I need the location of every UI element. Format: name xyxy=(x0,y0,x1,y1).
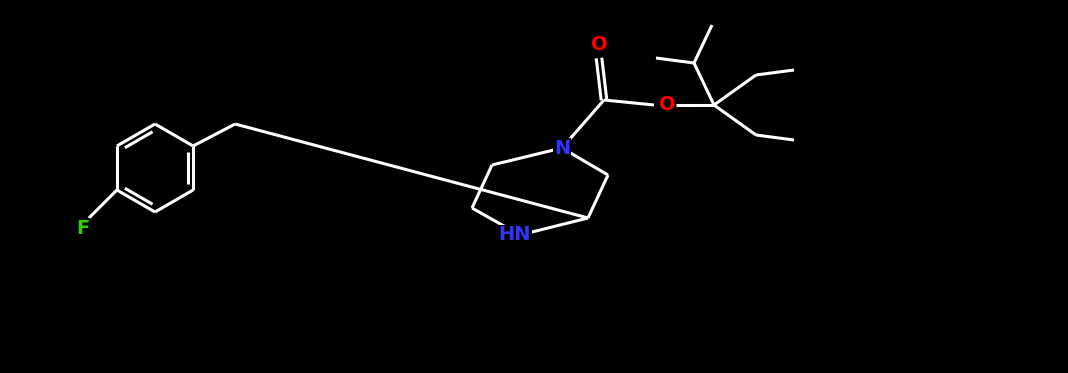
Text: F: F xyxy=(76,219,90,238)
Text: N: N xyxy=(554,138,570,157)
Text: O: O xyxy=(591,35,608,54)
Text: HN: HN xyxy=(499,226,531,244)
Text: O: O xyxy=(659,95,675,115)
